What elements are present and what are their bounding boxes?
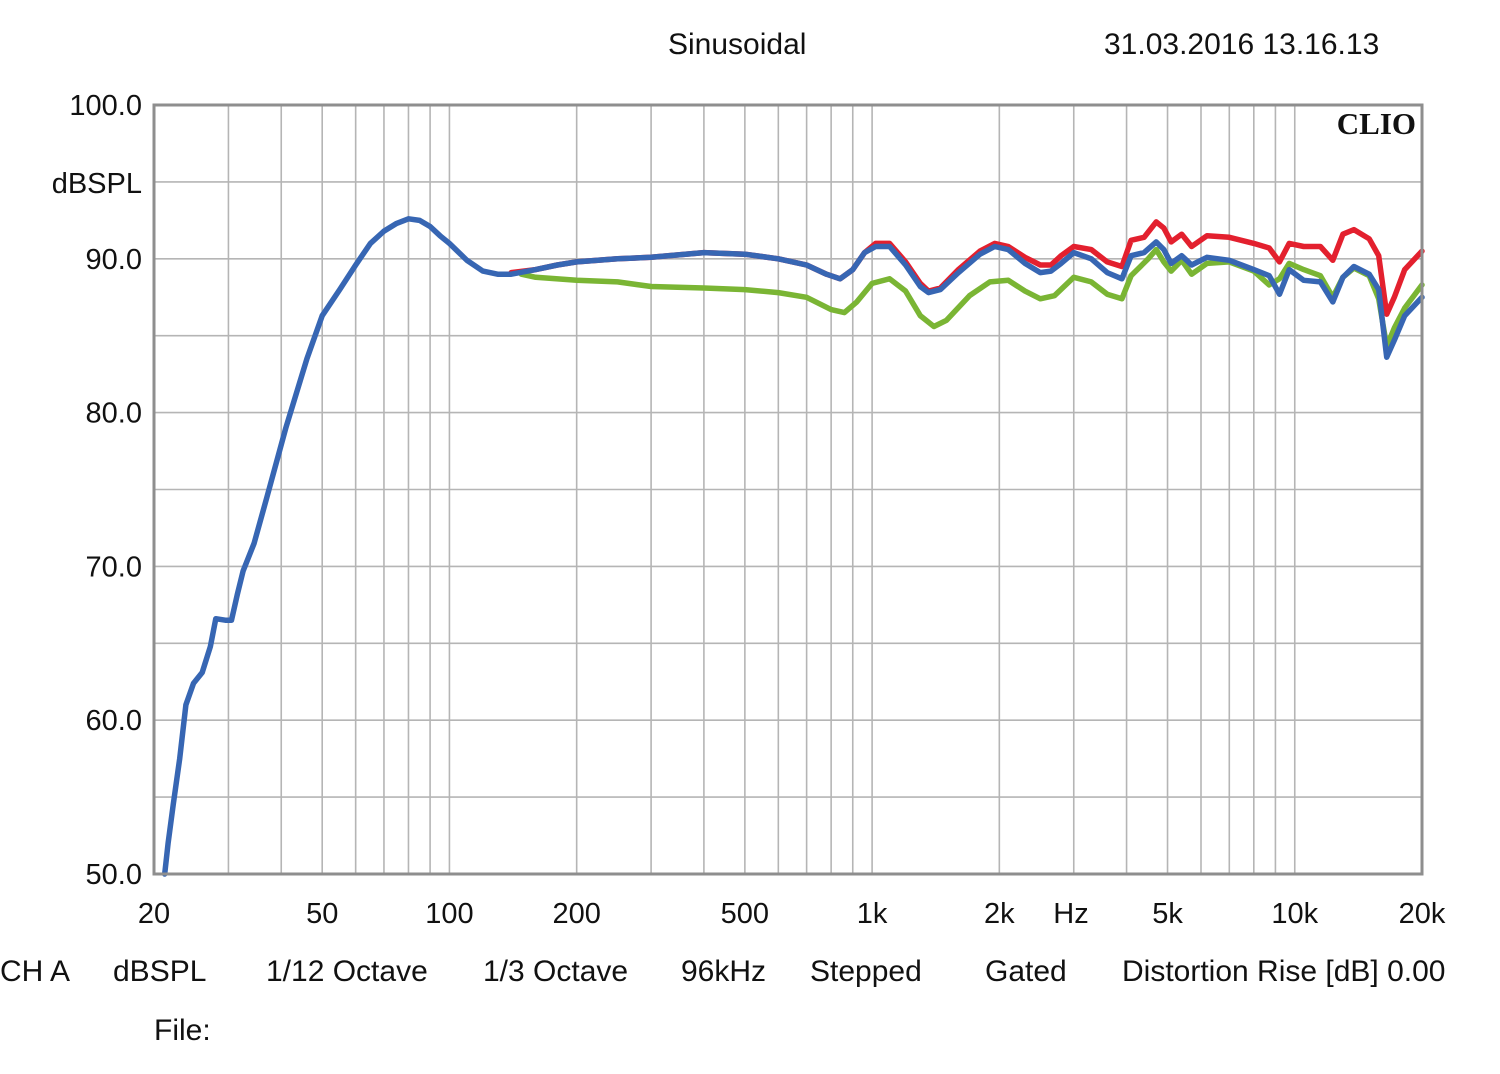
plot-frame (152, 103, 1424, 876)
timestamp: 31.03.2016 13.16.13 (1104, 28, 1380, 61)
series-line-3 (161, 216, 1425, 877)
footer-resolution: 1/3 Octave (483, 955, 629, 988)
y-tick-label: 90.0 (86, 244, 142, 276)
y-tick-label: 100.0 (69, 90, 142, 122)
footer-distortion: Distortion Rise [dB] 0.00 (1122, 955, 1446, 988)
footer-mode: Stepped (810, 955, 922, 988)
y-axis-label: dBSPL (52, 168, 142, 200)
x-tick-label: 10k (1271, 898, 1318, 930)
x-tick-label: 20k (1399, 898, 1446, 930)
chart-series (161, 216, 1425, 877)
series-line-1 (518, 246, 1425, 350)
x-tick-labels: 20 50 100 200 500 1k 2k 5k 10k 20k (138, 898, 1446, 930)
x-tick-label: 200 (552, 898, 600, 930)
y-tick-label: 60.0 (86, 705, 142, 737)
y-tick-label: 50.0 (86, 859, 142, 891)
x-tick-label: 500 (721, 898, 769, 930)
footer-channel: CH A (0, 955, 71, 988)
chart-grid (154, 105, 1422, 874)
footer-samplerate: 96kHz (681, 955, 767, 988)
y-tick-label: 70.0 (86, 551, 142, 583)
y-tick-labels: 100.0 90.0 80.0 70.0 60.0 50.0 (69, 90, 142, 891)
y-tick-label: 80.0 (86, 398, 142, 430)
x-tick-label: 50 (306, 898, 338, 930)
x-tick-label: 1k (857, 898, 888, 930)
x-tick-label: 2k (984, 898, 1015, 930)
brand-logo: CLIO (1337, 106, 1416, 141)
x-axis-unit-label: Hz (1053, 898, 1088, 930)
footer-file-label: File: (154, 1014, 211, 1047)
x-tick-label: 100 (425, 898, 473, 930)
chart-title: Sinusoidal (668, 28, 807, 61)
x-tick-label: 5k (1152, 898, 1183, 930)
x-tick-label: 20 (138, 898, 170, 930)
footer-gating: Gated (985, 955, 1067, 988)
footer-smoothing: 1/12 Octave (266, 955, 428, 988)
footer-unit: dBSPL (113, 955, 207, 988)
